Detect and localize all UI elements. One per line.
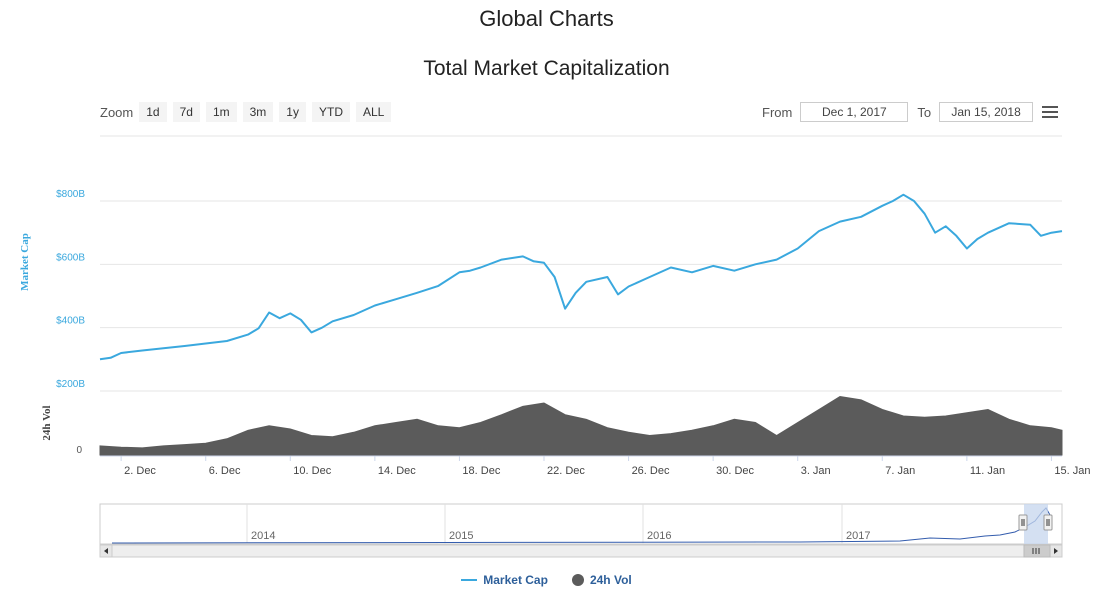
market-cap-line xyxy=(99,193,1063,361)
volume-axis-label: 24h Vol xyxy=(41,405,53,440)
navigator-year-label: 2015 xyxy=(449,530,473,542)
x-tick-label: 22. Dec xyxy=(547,465,585,477)
scrollbar-track[interactable] xyxy=(99,544,1063,558)
zoom-ytd-button[interactable]: YTD xyxy=(311,102,350,122)
x-tick-label: 6. Dec xyxy=(209,465,241,477)
y-tick-label: $400B xyxy=(56,316,85,327)
zoom-label: Zoom xyxy=(100,104,134,120)
x-tick-label: 10. Dec xyxy=(293,465,331,477)
from-date-input[interactable] xyxy=(800,102,909,122)
page-title: Global Charts xyxy=(479,6,614,31)
chart-title: Total Market Capitalization xyxy=(423,57,670,80)
legend-label-volume: 24h Vol xyxy=(589,573,632,587)
to-date-input[interactable] xyxy=(939,102,1034,122)
y-tick-label: $800B xyxy=(56,189,85,200)
zoom-1d-button[interactable]: 1d xyxy=(139,102,167,122)
to-label: To xyxy=(917,104,932,120)
legend-line-icon xyxy=(461,579,478,581)
x-tick-label: 26. Dec xyxy=(632,465,670,477)
x-tick-label: 7. Jan xyxy=(885,465,915,477)
legend-dot-icon xyxy=(571,574,584,586)
navigator-handle-left[interactable] xyxy=(1018,514,1028,531)
zoom-all-button[interactable]: ALL xyxy=(355,102,392,122)
hamburger-menu-icon[interactable] xyxy=(1042,106,1058,120)
volume-tick-label: 0 xyxy=(76,445,82,456)
zoom-controls: Zoom 1d 7d 1m 3m 1y YTD ALL xyxy=(100,102,397,122)
zoom-1y-button[interactable]: 1y xyxy=(279,102,306,122)
x-tick-label: 14. Dec xyxy=(378,465,416,477)
legend-label-market-cap: Market Cap xyxy=(483,573,548,587)
navigator-handle-right[interactable] xyxy=(1043,514,1053,531)
from-label: From xyxy=(762,104,793,120)
x-tick-label: 18. Dec xyxy=(462,465,500,477)
navigator-year-label: 2016 xyxy=(647,530,671,542)
legend-item-volume[interactable]: 24h Vol xyxy=(571,573,632,587)
market-cap-axis-label: Market Cap xyxy=(19,233,31,291)
scroll-left-arrow-icon xyxy=(104,548,108,554)
zoom-7d-button[interactable]: 7d xyxy=(172,102,200,122)
scrollbar-thumb[interactable] xyxy=(1023,544,1051,558)
zoom-3m-button[interactable]: 3m xyxy=(242,102,274,122)
navigator-year-label: 2014 xyxy=(251,530,275,542)
y-tick-label: $200B xyxy=(56,379,85,390)
navigator-year-label: 2017 xyxy=(846,530,870,542)
x-tick-label: 15. Jan xyxy=(1054,465,1090,477)
navigator-frame xyxy=(99,503,1063,545)
scroll-right-arrow-icon xyxy=(1054,548,1058,554)
zoom-1m-button[interactable]: 1m xyxy=(205,102,237,122)
y-tick-label: $600B xyxy=(56,252,85,263)
legend-item-market-cap[interactable]: Market Cap xyxy=(461,573,548,587)
legend: Market Cap 24h Vol xyxy=(0,573,1093,587)
x-tick-label: 11. Jan xyxy=(970,465,1005,477)
x-tick-label: 3. Jan xyxy=(801,465,831,477)
x-tick-label: 2. Dec xyxy=(124,465,156,477)
x-tick-label: 30. Dec xyxy=(716,465,754,477)
date-range: From To xyxy=(762,102,1034,122)
volume-area xyxy=(99,395,1063,456)
